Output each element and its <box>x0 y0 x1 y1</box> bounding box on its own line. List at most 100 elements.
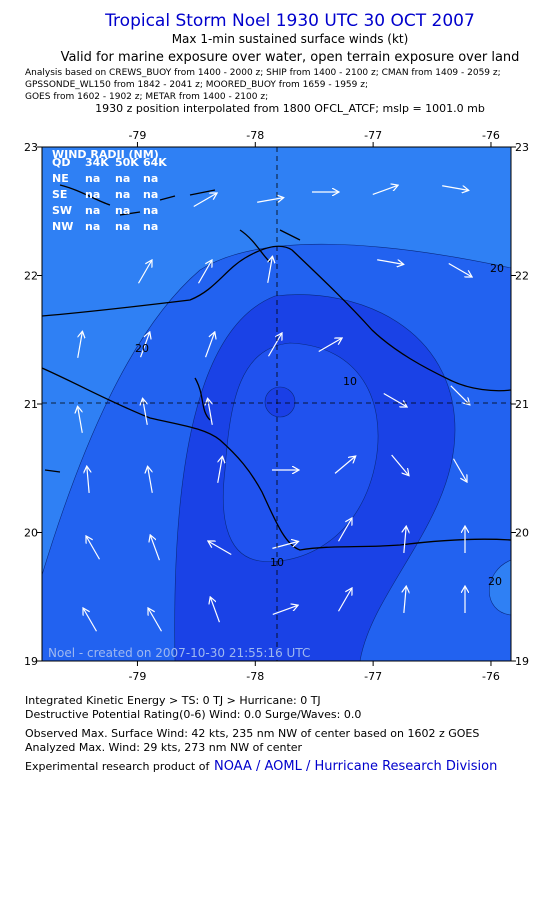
radii-cell: na <box>115 204 130 217</box>
radii-cell: NE <box>52 172 69 185</box>
wind-arrow <box>267 334 282 357</box>
radii-cell: na <box>85 172 100 185</box>
radii-cell: NW <box>52 220 73 233</box>
wind-arrow <box>204 333 215 358</box>
field-inner <box>222 342 379 562</box>
y-tick-label: 21 <box>515 398 529 411</box>
info-line: Integrated Kinetic Energy > TS: 0 TJ > H… <box>25 694 321 707</box>
y-tick-label: 19 <box>24 655 38 668</box>
contour-label: 20 <box>490 262 504 275</box>
radii-cell: na <box>85 188 100 201</box>
wind-arrow <box>139 333 150 358</box>
credit: Experimental research product of <box>25 760 210 773</box>
radii-cell: na <box>115 172 130 185</box>
radii-header: 64K <box>143 156 167 169</box>
wind-arrow <box>193 194 217 208</box>
wind-arrow <box>452 458 467 482</box>
field-core <box>264 386 296 418</box>
radii-cell: na <box>143 172 158 185</box>
x-tick-label: -77 <box>364 129 382 142</box>
wind-arrow <box>404 527 406 554</box>
x-tick-label: -79 <box>128 670 146 683</box>
radii-cell: na <box>143 188 158 201</box>
wind-arrow <box>151 536 161 561</box>
x-tick-label: -77 <box>364 670 382 683</box>
radii-cell: na <box>143 204 158 217</box>
wind-arrow <box>87 467 89 494</box>
contour-label: 20 <box>135 342 149 355</box>
wind-arrow <box>211 598 221 623</box>
wind-arrow <box>448 262 472 277</box>
wind-arrow <box>267 257 273 283</box>
radii-header: QD <box>52 156 70 169</box>
wind-arrow <box>209 542 232 556</box>
x-tick-label: -78 <box>246 129 264 142</box>
wind-arrow <box>318 339 342 353</box>
wind-arrow <box>84 609 98 632</box>
y-tick-label: 21 <box>24 398 38 411</box>
y-tick-label: 20 <box>515 527 529 540</box>
wind-arrow <box>391 454 409 475</box>
info-line: Destructive Potential Rating(0-6) Wind: … <box>25 708 361 721</box>
y-tick-label: 23 <box>24 141 38 154</box>
contour-label: 20 <box>488 575 502 588</box>
axes: -79 -79 -78 -78 -77 -77 -76 -76 19 19 20 20 21 21 22 22… <box>24 129 529 683</box>
wind-arrow <box>78 407 83 433</box>
wind-arrow <box>442 185 468 191</box>
footer: Noel - created on 2007-10-30 21:55:16 UT… <box>48 646 310 660</box>
x-tick-label: -76 <box>482 129 500 142</box>
x-tick-label: -79 <box>128 129 146 142</box>
contour-label: 10 <box>343 375 357 388</box>
wind-arrows <box>78 186 472 632</box>
sources: GOES from 1602 - 1902 z; METAR from 1400… <box>25 92 268 102</box>
radii-header: 50K <box>115 156 139 169</box>
subtitle: Max 1-min sustained surface winds (kt) <box>172 32 409 46</box>
wind-arrow <box>143 399 148 425</box>
wind-arrow <box>377 259 403 265</box>
wind-arrow <box>404 587 406 614</box>
y-tick-label: 23 <box>515 141 529 154</box>
info-line: Analyzed Max. Wind: 29 kts, 273 nm NW of… <box>25 741 303 754</box>
y-tick-label: 19 <box>515 655 529 668</box>
info-line: Observed Max. Surface Wind: 42 kts, 235 … <box>25 727 479 740</box>
radii-header: 34K <box>85 156 109 169</box>
wind-arrow <box>77 332 83 358</box>
wind-arrow <box>217 457 223 483</box>
radii-cell: na <box>85 220 100 233</box>
radii-cell: na <box>115 220 130 233</box>
y-tick-label: 22 <box>515 270 529 283</box>
wind-arrow <box>272 606 297 616</box>
wind-arrow <box>257 198 283 203</box>
radii-cell: na <box>85 204 100 217</box>
radii-cell: SE <box>52 188 67 201</box>
y-tick-label: 20 <box>24 527 38 540</box>
y-tick-label: 22 <box>24 270 38 283</box>
wind-arrow <box>137 261 152 284</box>
radii-cell: SW <box>52 204 72 217</box>
wind-arrow <box>197 261 212 284</box>
map: 20 20 10 10 20 WIND RADII (NM) QD 34K 50K 6… <box>42 147 511 661</box>
noaa-link[interactable]: NOAA / AOML / Hurricane Research Divisio… <box>214 759 497 774</box>
wind-arrow <box>337 589 352 612</box>
x-tick-label: -78 <box>246 670 264 683</box>
x-tick-label: -76 <box>482 670 500 683</box>
contour-label: 10 <box>270 556 284 569</box>
wind-arrow <box>208 399 213 425</box>
title: Tropical Storm Noel 1930 UTC 30 OCT 2007 <box>104 11 475 31</box>
radii-cell: na <box>115 188 130 201</box>
wind-arrow <box>149 609 163 632</box>
wind-arrow <box>383 392 407 407</box>
sources: Analysis based on CREWS_BUOY from 1400 -… <box>25 68 501 78</box>
wind-arrow <box>148 467 153 493</box>
wind-arrow <box>87 537 101 560</box>
position-note: 1930 z position interpolated from 1800 O… <box>95 102 485 115</box>
wind-arrow <box>337 519 352 542</box>
wind-arrow <box>450 385 469 404</box>
valid-note: Valid for marine exposure over water, op… <box>61 50 520 65</box>
radii-cell: na <box>143 220 158 233</box>
coastlines <box>42 184 511 551</box>
wind-arrow <box>372 186 397 196</box>
sources: GPSSONDE_WL150 from 1842 - 2041 z; MOORE… <box>25 80 368 90</box>
